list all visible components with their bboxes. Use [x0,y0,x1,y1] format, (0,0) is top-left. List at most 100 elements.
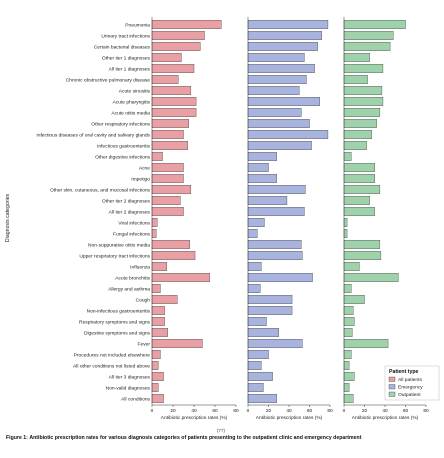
bar-outpatient-non-valid-diagnoses [343,383,350,392]
category-label-impetigo: Impetigo [131,176,150,182]
bar-emergency-chronic-obstructive-pulmonary-disease [247,75,307,84]
x-tick-label: 40 [382,408,388,414]
bar-emergency-upper-respiratory-tract-infections [247,251,303,260]
bar-emergency-allergy-and-asthma [247,284,261,293]
bar-all-patients-digestive-symptoms-and-signs [151,328,168,337]
bar-outpatient-other-tier-1-diagnoses [343,53,370,62]
bar-outpatient-respiratory-symptoms-and-signs [343,317,355,326]
bar-outpatient-all-tier-2-diagnoses [343,207,375,216]
bar-emergency-respiratory-symptoms-and-signs [247,317,267,326]
bar-outpatient-fever [343,339,389,348]
bar-outpatient-acute-pharyngitis [343,97,384,106]
category-label-non-infectious-gastroenteritis: Non-infectious gastroenteritis [87,308,151,314]
legend-swatch-all-patients [388,376,396,382]
category-label-acute-sinusitis: Acute sinusitis [119,88,151,94]
x-tick-label: 80 [233,408,239,414]
category-label-other-tier-2-diagnoses: Other tier 2 diagnoses [102,198,151,204]
bar-all-patients-respiratory-symptoms-and-signs [151,317,165,326]
x-axis-title: Antibiotic prescription rates (%) [352,415,419,421]
bar-emergency-all-tier-2-diagnoses [247,207,305,216]
x-tick-label: 60 [212,408,218,414]
bar-emergency-all-tier-1-diagnoses [247,64,315,73]
bar-emergency-acute-otitis-media [247,108,302,117]
category-label-allergy-and-asthma: Allergy and asthma [108,286,150,292]
bar-outpatient-infectious-gastroenteritis [343,141,367,150]
category-label-all-other-conditions-not-listed-above: All other conditions not listed above [73,363,150,369]
bar-emergency-certain-bacterial-diseases [247,42,318,51]
x-tick-label: 0 [151,408,154,414]
category-label-all-tier-1-diagnoses: All tier 1 diagnoses [109,66,151,72]
category-label-influenza: Influenza [130,264,150,270]
panel-outpatient: 0 20 40 60 80 Antibiotic prescription rates (… [343,17,429,421]
bar-all-patients-other-digestive-infections [151,152,163,161]
x-tick-label: 20 [266,408,272,414]
legend-label-all-patients: All patients [398,377,422,383]
bar-all-patients-acute-sinusitis [151,86,192,95]
bar-outpatient-acne [343,163,375,172]
category-label-respiratory-symptoms-and-signs: Respiratory symptoms and signs [79,319,150,325]
bar-all-patients-other-tier-1-diagnoses [151,53,182,62]
legend-label-emergency: Emergency [398,385,423,391]
bar-outpatient-cough [343,295,365,304]
x-tick-label: 80 [423,408,429,414]
category-label-other-tier-1-diagnoses: Other tier 1 diagnoses [102,55,151,61]
category-label-other-skin-cutaneous-and-mucosal-infections: Other skin, cutaneous, and mucosal infec… [50,187,151,193]
x-tick-label: 40 [286,408,292,414]
bar-emergency-non-suppurative-otitis-media [247,240,302,249]
x-tick-label: 0 [343,408,346,414]
category-label-all-tier-3-diagnoses: All tier 3 diagnoses [109,374,151,380]
bar-emergency-fever [247,339,303,348]
bar-emergency-urinary-tract-infections [247,31,322,40]
bar-emergency-acute-sinusitis [247,86,300,95]
bar-outpatient-upper-respiratory-tract-infections [343,251,382,260]
x-tick-label: 40 [191,408,197,414]
bar-all-patients-influenza [151,262,167,271]
bar-emergency-fungal-infections [247,229,258,238]
bar-all-patients-fungal-infections [151,229,157,238]
bar-all-patients-other-respiratory-infections [151,119,189,128]
x-tick-label: 20 [170,408,176,414]
category-label-procedures-not-included-elsewhere: Procedures not included elsewhere [74,352,151,358]
category-label-pneumonia: Pneumonia [125,22,150,28]
bar-outpatient-other-skin-cutaneous-and-mucosal-infections [343,185,381,194]
x-tick-label: 0 [247,408,250,414]
bar-emergency-other-digestive-infections [247,152,277,161]
bar-emergency-other-skin-cutaneous-and-mucosal-infections [247,185,306,194]
bar-emergency-viral-infections [247,218,265,227]
bar-emergency-impetigo [247,174,277,183]
bar-emergency-non-infectious-gastroenteritis [247,306,293,315]
bar-all-patients-all-conditions [151,394,164,403]
bar-outpatient-fungal-infections [343,229,348,238]
bar-outpatient-allergy-and-asthma [343,284,352,293]
x-tick-label: 60 [403,408,409,414]
bar-outpatient-non-suppurative-otitis-media [343,240,381,249]
bar-outpatient-viral-infections [343,218,348,227]
y-axis-title: Diagnosis categories [5,194,11,243]
chart-panels: 0 20 40 60 80 Antibiotic prescription rates (… [151,17,429,421]
bar-outpatient-all-other-conditions-not-listed-above [343,361,350,370]
bar-emergency-non-valid-diagnoses [247,383,264,392]
bar-outpatient-infectious-diseases-of-oral-cavity-and-salivary-glands [343,130,372,139]
bar-outpatient-acute-otitis-media [343,108,381,117]
category-label-digestive-symptoms-and-signs: Digestive symptoms and signs [84,330,151,336]
category-label-fungal-infections: Fungal infections [113,231,151,237]
category-label-infectious-gastroenteritis: Infectious gastroenteritis [97,143,151,149]
bar-all-patients-cough [151,295,178,304]
bar-outpatient-other-respiratory-infections [343,119,377,128]
x-axis-title: Antibiotic prescription rates (%) [161,415,228,421]
bar-outpatient-acute-sinusitis [343,86,383,95]
bar-emergency-digestive-symptoms-and-signs [247,328,279,337]
bar-all-patients-acute-otitis-media [151,108,197,117]
bar-outpatient-impetigo [343,174,375,183]
bar-all-patients-acute-pharyngitis [151,97,197,106]
bar-all-patients-fever [151,339,203,348]
bar-all-patients-all-tier-1-diagnoses [151,64,195,73]
bar-outpatient-influenza [343,262,360,271]
bar-all-patients-urinary-tract-infections [151,31,205,40]
bar-emergency-infectious-diseases-of-oral-cavity-and-salivary-glands [247,130,329,139]
bar-emergency-other-tier-2-diagnoses [247,196,288,205]
bar-all-patients-non-suppurative-otitis-media [151,240,190,249]
bar-outpatient-certain-bacterial-diseases [343,42,391,51]
bar-outpatient-non-infectious-gastroenteritis [343,306,354,315]
bar-emergency-influenza [247,262,262,271]
